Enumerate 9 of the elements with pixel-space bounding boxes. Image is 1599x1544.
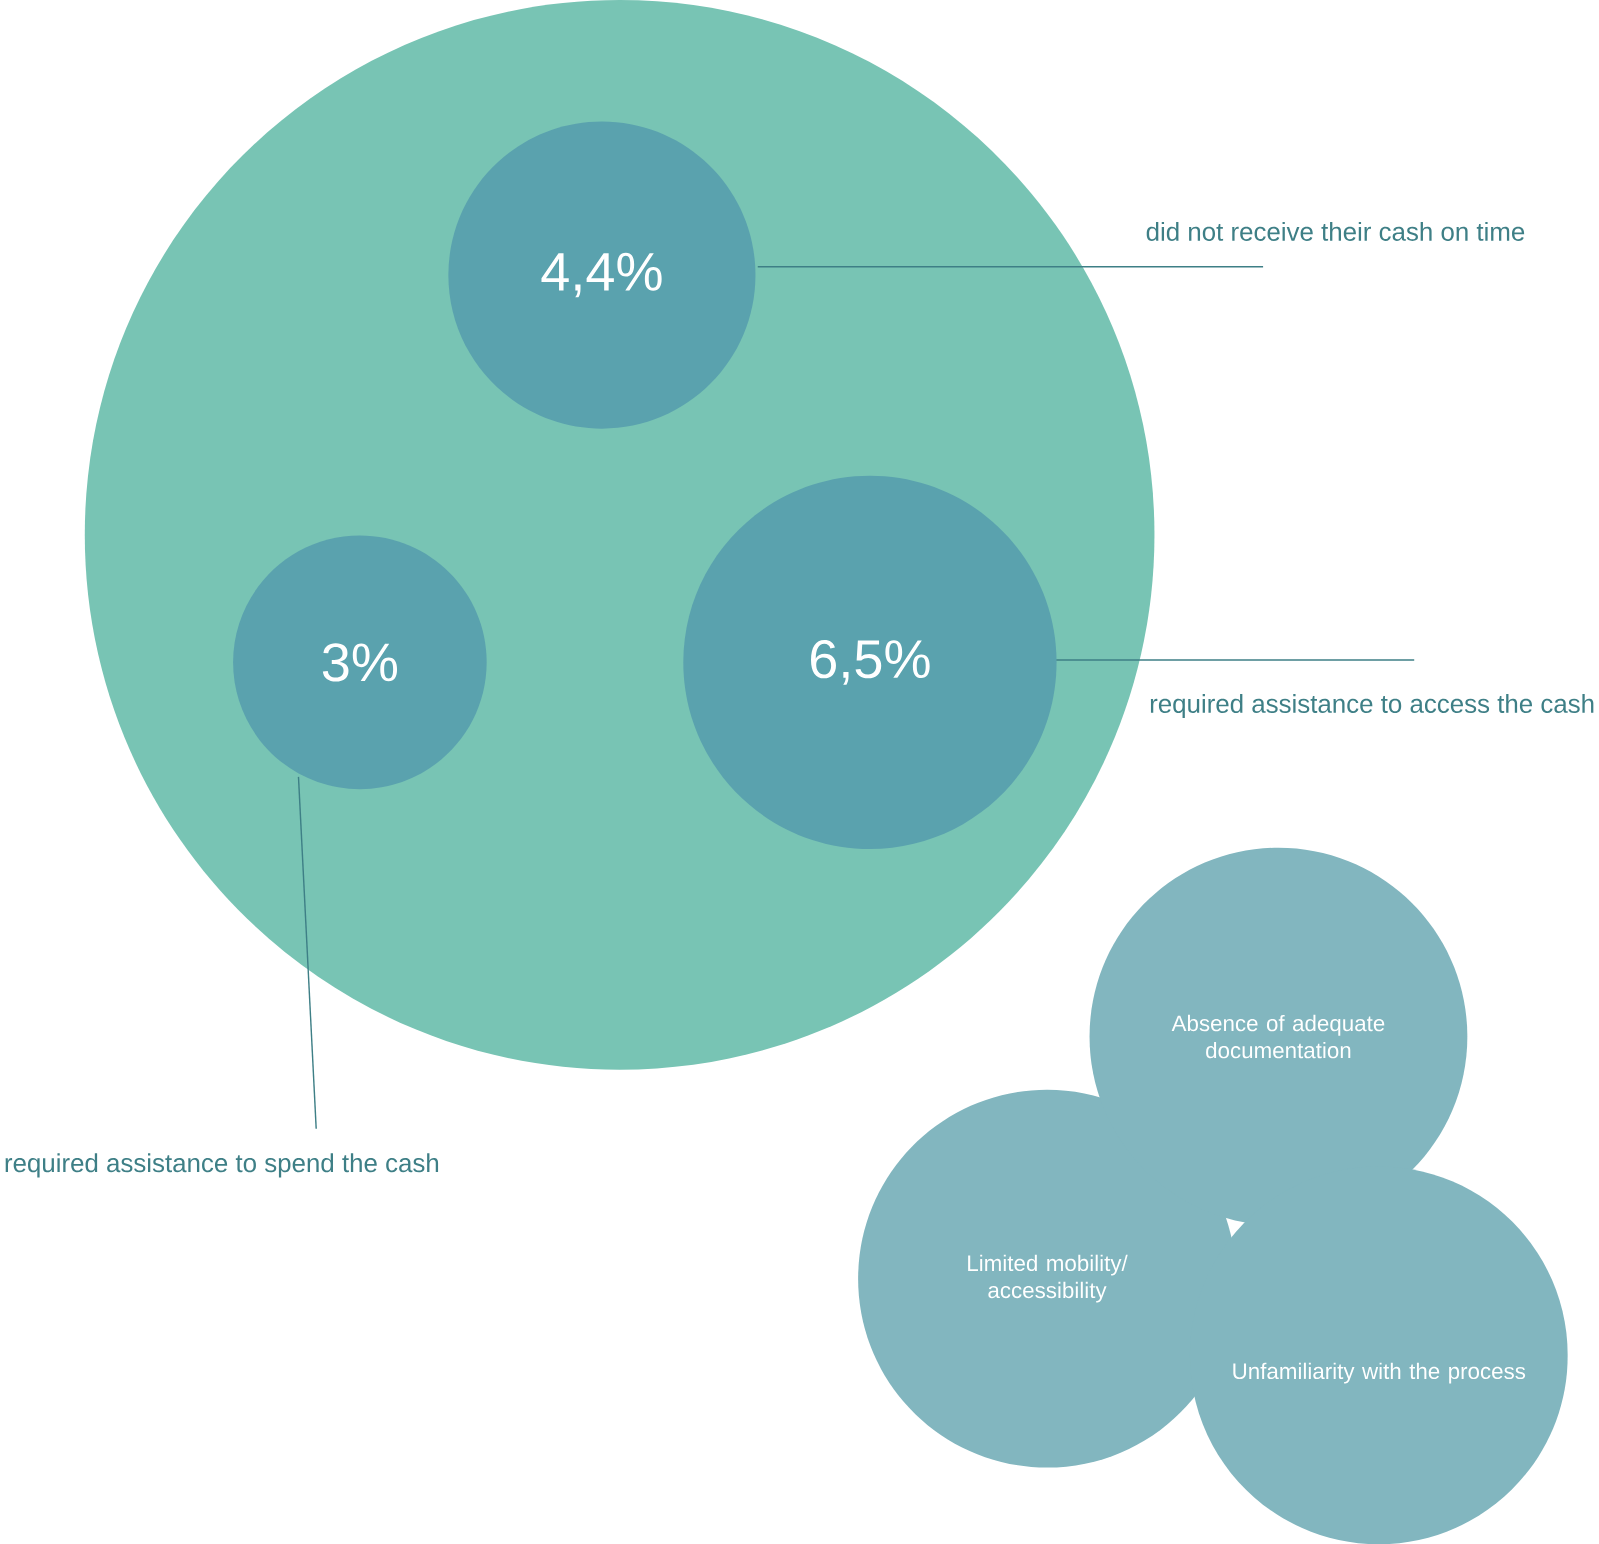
category-label: did not receive their cash on time xyxy=(1146,221,1525,241)
data-label: 3% xyxy=(322,643,398,682)
data-label: 6,5% xyxy=(811,639,930,685)
text: Limited mobility/ accessibility xyxy=(968,1254,1128,1303)
text: Unfamiliarity with the process xyxy=(1233,1362,1526,1384)
category-label: required assistance to spend the cash xyxy=(5,1153,439,1178)
category-label: required assistance to access the cash xyxy=(1150,693,1594,718)
text: Absence of adequate documentation xyxy=(1171,1014,1385,1059)
data-label: 4,4% xyxy=(541,252,662,298)
